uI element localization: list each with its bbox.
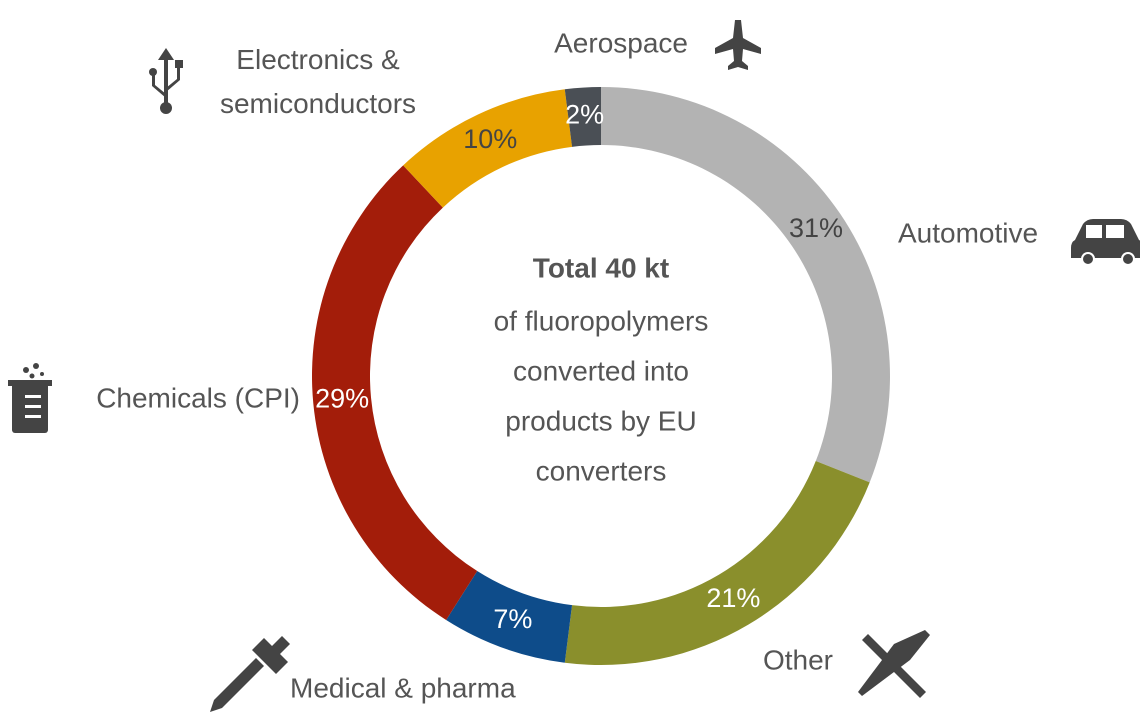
plane-icon xyxy=(715,20,761,70)
value-label: 29% xyxy=(315,384,369,414)
category-label: Aerospace xyxy=(554,27,688,58)
center-title: Total 40 kt xyxy=(533,252,669,283)
donut-segment xyxy=(564,87,601,147)
value-label: 2% xyxy=(565,100,604,130)
center-text: Total 40 kt of fluoropolymers converted in… xyxy=(494,252,709,486)
donut-segment xyxy=(312,165,478,621)
value-label: 21% xyxy=(706,583,760,613)
donut-segment xyxy=(564,461,870,665)
center-line: of fluoropolymers xyxy=(494,305,709,336)
cutlery-icon xyxy=(858,630,930,698)
category-label: Automotive xyxy=(898,217,1038,248)
donut-segment xyxy=(403,89,573,208)
value-label: 31% xyxy=(789,213,843,243)
usb-icon xyxy=(149,48,183,114)
category-label: Electronics & semiconductors xyxy=(220,44,416,119)
beaker-icon xyxy=(8,363,52,433)
center-line: products by EU xyxy=(505,405,696,436)
value-label: 10% xyxy=(463,124,517,154)
center-line: converted into xyxy=(513,355,689,386)
donut-segment xyxy=(446,571,573,663)
pipette-icon xyxy=(210,636,290,712)
car-icon xyxy=(1071,219,1140,266)
category-label: Medical & pharma xyxy=(290,672,516,703)
value-label: 7% xyxy=(493,604,532,634)
category-label: Other xyxy=(763,644,833,675)
center-line: converters xyxy=(536,455,667,486)
category-label: Chemicals (CPI) xyxy=(96,382,300,413)
donut-segment xyxy=(601,87,890,483)
